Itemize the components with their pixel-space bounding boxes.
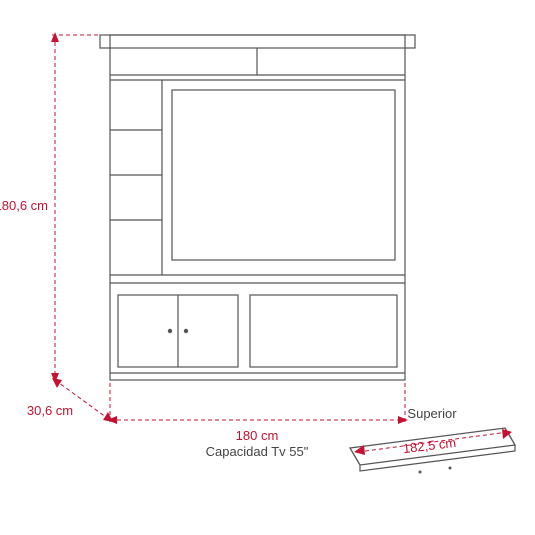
top-panel-view: Superior 182,5 cm <box>350 406 515 474</box>
depth-value: 30,6 cm <box>27 403 73 418</box>
diagram-canvas: 180,6 cm 30,6 cm 180 cm Capacidad Tv 55"… <box>0 0 535 535</box>
dimension-height: 180,6 cm <box>0 32 100 383</box>
width-value: 180 cm <box>236 428 279 443</box>
top-panel-title: Superior <box>407 406 457 421</box>
furniture-front-view <box>100 35 415 380</box>
tv-capacity: Capacidad Tv 55" <box>206 444 309 459</box>
dimension-depth: 30,6 cm <box>27 378 113 422</box>
height-value: 180,6 cm <box>0 198 48 213</box>
